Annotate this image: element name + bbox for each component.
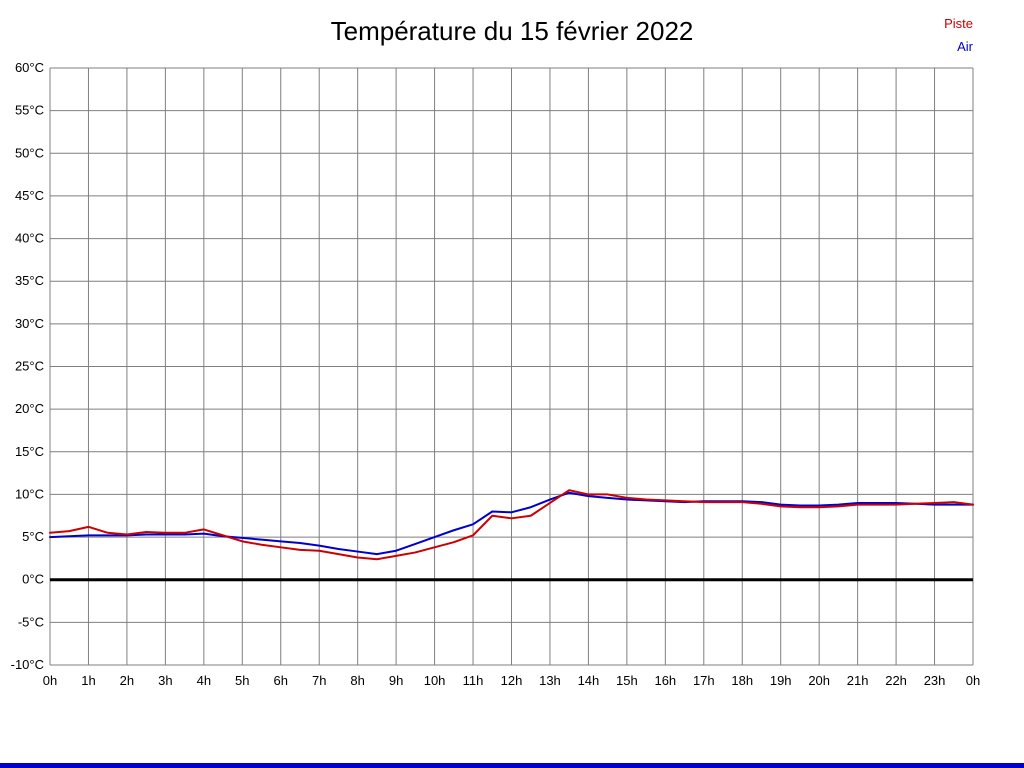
- page-title: Température du 15 février 2022: [330, 16, 694, 46]
- x-tick-label: 9h: [389, 673, 403, 688]
- x-tick-label: 0h: [43, 673, 57, 688]
- y-tick-label: 15°C: [15, 444, 44, 459]
- y-tick-label: 25°C: [15, 359, 44, 374]
- x-tick-label: 8h: [350, 673, 364, 688]
- x-tick-label: 13h: [539, 673, 561, 688]
- x-tick-label: 7h: [312, 673, 326, 688]
- x-tick-label: 1h: [81, 673, 95, 688]
- footer-bar: [0, 763, 1024, 768]
- x-tick-label: 4h: [197, 673, 211, 688]
- y-tick-label: 0°C: [22, 572, 44, 587]
- x-tick-label: 6h: [274, 673, 288, 688]
- x-tick-label: 16h: [654, 673, 676, 688]
- y-tick-label: -10°C: [11, 657, 44, 672]
- y-tick-label: 35°C: [15, 273, 44, 288]
- x-tick-label: 14h: [578, 673, 600, 688]
- y-tick-label: 60°C: [15, 60, 44, 75]
- x-tick-label: 19h: [770, 673, 792, 688]
- x-tick-label: 22h: [885, 673, 907, 688]
- y-tick-label: 5°C: [22, 529, 44, 544]
- legend-piste: Piste: [944, 16, 973, 31]
- x-tick-label: 11h: [463, 673, 484, 688]
- y-tick-label: 50°C: [15, 145, 44, 160]
- x-tick-label: 17h: [693, 673, 715, 688]
- x-tick-label: 18h: [731, 673, 753, 688]
- x-tick-label: 3h: [158, 673, 172, 688]
- y-tick-label: 20°C: [15, 401, 44, 416]
- y-tick-label: 10°C: [15, 486, 44, 501]
- y-tick-label: 40°C: [15, 231, 44, 246]
- series-line-piste: [49, 489, 974, 561]
- x-tick-label: 20h: [808, 673, 830, 688]
- x-tick-label: 21h: [847, 673, 869, 688]
- series-line-air: [49, 491, 974, 556]
- x-tick-label: 23h: [924, 673, 946, 688]
- x-tick-label: 12h: [501, 673, 523, 688]
- y-tick-label: 30°C: [15, 316, 44, 331]
- x-tick-label: 0h: [966, 673, 980, 688]
- x-tick-label: 2h: [120, 673, 134, 688]
- x-tick-label: 5h: [235, 673, 249, 688]
- x-tick-label: 10h: [424, 673, 446, 688]
- x-tick-label: 15h: [616, 673, 638, 688]
- chart-legend: Piste Air: [944, 12, 973, 58]
- y-tick-label: 45°C: [15, 188, 44, 203]
- y-tick-label: 55°C: [15, 103, 44, 118]
- temperature-chart: 60°C 55°C 50°C 45°C 40°C 35°C 30°C 25°C 20°C 15°C…: [11, 60, 981, 688]
- y-tick-label: -5°C: [18, 614, 44, 629]
- legend-air: Air: [957, 39, 973, 54]
